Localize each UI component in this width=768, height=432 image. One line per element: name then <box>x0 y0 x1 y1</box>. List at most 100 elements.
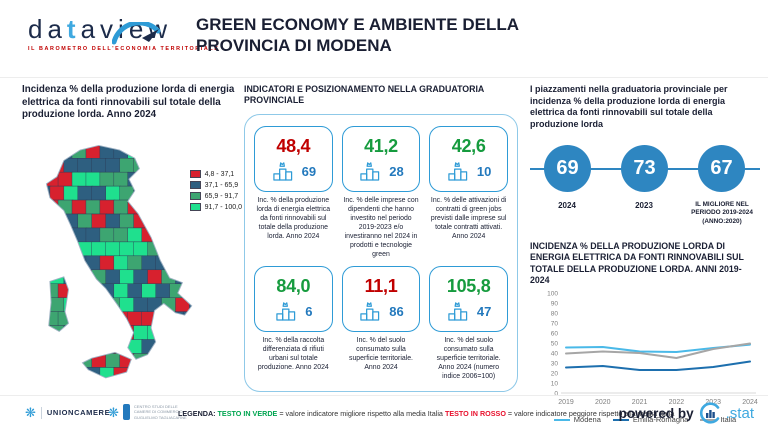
brand-accent-letter: t <box>66 14 81 44</box>
circle-label: 2023 <box>635 200 653 210</box>
chart-legend-item: Emilia-Romagna <box>612 415 689 425</box>
indicator-card: 11,1 86 <box>341 265 421 332</box>
indicator-caption: Inc. % delle imprese con dipendenti che … <box>343 196 419 258</box>
ranking-panel-title: I piazzamenti nella graduatoria provinci… <box>530 84 728 130</box>
dotstat-label: .stat <box>725 404 754 422</box>
trend-chart-title: INCIDENZA % DELLA PRODUZIONE LORDA DI EN… <box>530 240 744 286</box>
indicator-value: 42,6 <box>451 136 486 157</box>
svg-text:60: 60 <box>551 331 559 338</box>
page-title: GREEN ECONOMY E AMBIENTE DELLA PROVINCIA… <box>196 15 519 56</box>
svg-text:100: 100 <box>547 291 558 298</box>
ranking-panel: I piazzamenti nella graduatoria provinci… <box>530 84 760 424</box>
indicator-cell: 84,0 6 Inc. % della raccolta differenzia… <box>254 265 333 382</box>
svg-text:70: 70 <box>551 321 559 328</box>
legend-label: 91,7 - 100,0 <box>204 203 242 211</box>
footer: ❋ UNIONCAMERE ❋ CENTRO STUDI DELLE CAMER… <box>0 395 768 432</box>
svg-text:2021: 2021 <box>632 399 648 406</box>
tagliacarne-gear-icon: ❋ <box>108 404 119 420</box>
dotstat-icon <box>699 402 719 424</box>
svg-text:50: 50 <box>551 341 559 348</box>
svg-text:20: 20 <box>551 371 559 378</box>
map-panel: Incidenza % della produzione lorda di en… <box>22 84 242 398</box>
chart-legend: Modena Emilia-Romagna Italia <box>530 415 760 424</box>
legend-green-def: = valore indicatore migliore rispetto al… <box>279 409 443 418</box>
legend-label: 65,9 - 91,7 <box>204 192 239 200</box>
rank-circle-best: 67 <box>698 144 745 192</box>
tagliacarne-label: CENTRO STUDI DELLE CAMERE DI COMMERCIO G… <box>133 404 187 420</box>
tagliacarne-logo: ❋ CENTRO STUDI DELLE CAMERE DI COMMERCIO… <box>108 404 192 420</box>
podium-crown-icon <box>448 162 468 182</box>
chart-legend-item: Modena <box>553 415 601 424</box>
footer-legend: LEGENDA: TESTO IN VERDE = valore indicat… <box>178 409 674 418</box>
legend-series-label: Emilia-Romagna <box>632 415 689 425</box>
legend-label: 4,8 - 37,1 <box>204 170 235 178</box>
tagliacarne-mark <box>122 404 130 420</box>
podium-crown-icon <box>360 162 380 182</box>
legend-label: LEGENDA: <box>178 409 216 418</box>
legend-swatch <box>189 170 201 179</box>
map-legend-item: 37,1 - 65,9 <box>189 181 242 190</box>
indicator-cell: 11,1 86 Inc. % del suolo consumato sulla… <box>341 265 421 382</box>
powered-by-label: powered by <box>618 405 694 421</box>
legend-red-term: TESTO IN ROSSO <box>444 409 506 418</box>
indicator-card: 41,2 28 <box>341 125 421 192</box>
indicators-container: 48,4 69 Inc. % della produzione lorda di… <box>244 113 518 393</box>
indicator-cell: 105,8 47 Inc. % del suolo consumato sull… <box>429 265 508 382</box>
map-legend-item: 91,7 - 100,0 <box>189 203 242 212</box>
legend-swatch <box>189 203 201 212</box>
indicator-cell: 42,6 10 Inc. % delle attivazioni di cont… <box>429 125 508 260</box>
podium-crown-icon <box>272 162 292 182</box>
unioncamere-logo: ❋ UNIONCAMERE <box>25 406 110 419</box>
indicator-card: 42,6 10 <box>429 125 508 192</box>
svg-text:90: 90 <box>551 301 559 308</box>
podium-crown-icon <box>360 302 380 321</box>
logo-tagline: IL BAROMETRO DELL'ECONOMIA TERRITORIALE <box>28 46 220 52</box>
indicator-card: 105,8 47 <box>429 265 508 332</box>
indicator-caption: Inc. % delle attivazioni di contratti di… <box>430 196 507 240</box>
gauge-swoosh-icon <box>112 22 161 45</box>
legend-swatch <box>189 181 201 190</box>
chart-legend-item: Italia <box>700 415 736 424</box>
brand-text: da <box>28 14 67 44</box>
legend-line-swatch <box>612 418 629 422</box>
svg-text:2019: 2019 <box>558 399 574 406</box>
indicator-cell: 48,4 69 Inc. % della produzione lorda di… <box>254 125 333 260</box>
indicator-caption: Inc. % del suolo consumato sulla superfi… <box>436 336 501 380</box>
svg-text:2024: 2024 <box>742 399 758 406</box>
indicators-panel-title: INDICATORI E POSIZIONAMENTO NELLA GRADUA… <box>244 84 484 106</box>
legend-line-swatch <box>553 418 570 422</box>
trend-line-chart: 0 10 20 30 40 50 60 70 80 90 100 2019 2020 2021 2022 20… <box>547 291 758 407</box>
map-legend-item: 65,9 - 91,7 <box>189 192 242 201</box>
indicator-card: 48,4 69 <box>254 125 333 192</box>
legend-series-label: Italia <box>720 415 737 425</box>
powered-by: powered by .stat <box>619 402 754 424</box>
legend-label: 37,1 - 65,9 <box>204 181 239 189</box>
indicator-value: 48,4 <box>276 136 311 157</box>
map-panel-title: Incidenza % della produzione lorda di en… <box>22 84 235 121</box>
indicator-card: 84,0 6 <box>254 265 333 332</box>
map-coastline <box>45 145 193 379</box>
svg-text:10: 10 <box>551 381 559 388</box>
indicator-value: 11,1 <box>364 276 398 297</box>
legend-swatch <box>189 192 201 201</box>
legend-red-def: = valore indicatore peggiore rispetto al… <box>507 409 675 418</box>
svg-text:40: 40 <box>551 351 559 358</box>
rank-circle-2024: 69 <box>544 144 591 192</box>
indicator-value: 105,8 <box>446 276 491 297</box>
svg-text:0: 0 <box>554 391 558 398</box>
svg-text:80: 80 <box>551 311 559 318</box>
indicator-value: 41,2 <box>364 136 398 157</box>
indicator-caption: Inc. % del suolo consumato sulla superfi… <box>349 336 413 371</box>
indicator-rank: 28 <box>389 164 404 180</box>
unioncamere-gear-icon: ❋ <box>25 405 36 420</box>
map-legend-item: 4,8 - 37,1 <box>189 170 242 179</box>
indicator-caption: Inc. % della raccolta differenziata di r… <box>257 336 329 371</box>
italy-choropleth-map <box>45 145 193 379</box>
indicator-caption: Inc. % della produzione lorda di energia… <box>256 196 331 240</box>
ranking-circles: 69 73 67 <box>530 141 760 199</box>
map-legend: 4,8 - 37,1 37,1 - 65,9 65,9 - 91,7 91,7 - 1… <box>189 170 242 214</box>
svg-text:2022: 2022 <box>669 399 685 406</box>
dataview-logo: dataview IL BAROMETRO DELL'ECONOMIA TERR… <box>28 14 220 52</box>
podium-crown-icon <box>448 302 468 321</box>
svg-text:30: 30 <box>551 361 559 368</box>
